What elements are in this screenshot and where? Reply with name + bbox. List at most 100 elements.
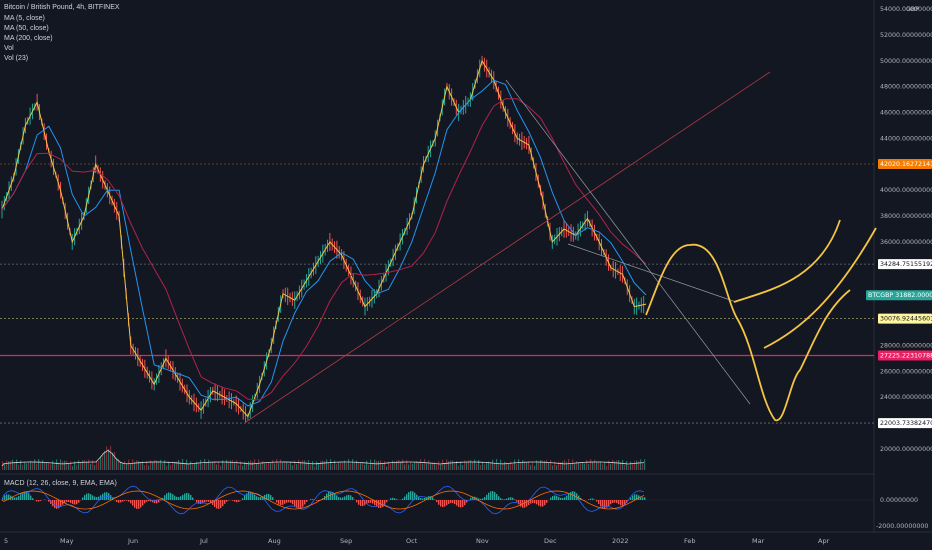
indicator-vol[interactable]: Vol xyxy=(4,45,14,52)
indicator-ma200[interactable]: MA (200, close) xyxy=(4,35,53,42)
volume-bar xyxy=(4,463,6,470)
volume-bar xyxy=(602,464,604,470)
macd-histogram-bar xyxy=(404,496,406,500)
macd-histogram-bar xyxy=(560,497,562,500)
macd-histogram-bar xyxy=(102,493,104,500)
volume-bar xyxy=(294,460,296,470)
macd-histogram-bar xyxy=(386,500,388,503)
macd-histogram-bar xyxy=(430,496,432,500)
volume-bar xyxy=(254,459,256,470)
volume-bar xyxy=(142,461,144,470)
volume-bar xyxy=(114,451,116,470)
volume-bar xyxy=(432,462,434,470)
macd-histogram-bar xyxy=(78,500,80,503)
macd-histogram-bar xyxy=(406,494,408,500)
volume-bar xyxy=(436,464,438,470)
macd-histogram-bar xyxy=(132,500,134,506)
macd-histogram-bar xyxy=(270,495,272,500)
macd-histogram-bar xyxy=(414,492,416,500)
y-tick-label: 28000.00000000 xyxy=(880,342,932,349)
macd-histogram-bar xyxy=(412,491,414,500)
volume-bar xyxy=(638,461,640,470)
volume-bar xyxy=(76,464,78,470)
macd-histogram-bar xyxy=(610,500,612,505)
macd-histogram-bar xyxy=(372,500,374,504)
macd-histogram-bar xyxy=(8,494,10,500)
macd-histogram-bar xyxy=(568,493,570,500)
macd-histogram-bar xyxy=(440,500,442,507)
indicator-ma50[interactable]: MA (50, close) xyxy=(4,25,49,32)
volume-bar xyxy=(18,464,20,470)
volume-bar xyxy=(232,460,234,470)
volume-bar xyxy=(492,459,494,470)
volume-bar xyxy=(140,462,142,470)
volume-bar xyxy=(566,462,568,470)
macd-histogram-bar xyxy=(12,496,14,500)
volume-bar xyxy=(136,460,138,470)
volume-bar xyxy=(456,461,458,470)
symbol-title[interactable]: Bitcoin / British Pound, 4h, BITFINEX xyxy=(4,4,120,11)
macd-histogram-bar xyxy=(258,497,260,500)
macd-histogram-bar xyxy=(146,500,148,502)
volume-bar xyxy=(520,461,522,470)
macd-tick-label: -2000.00000000 xyxy=(876,523,928,530)
volume-bar xyxy=(442,459,444,470)
volume-bar xyxy=(170,464,172,470)
x-tick-label: Jul xyxy=(199,537,208,545)
macd-histogram-bar xyxy=(72,500,74,504)
macd-histogram-bar xyxy=(572,491,574,500)
volume-bar xyxy=(486,462,488,470)
macd-histogram-bar xyxy=(96,497,98,500)
volume-bar xyxy=(98,461,100,470)
volume-bar xyxy=(418,462,420,470)
volume-bar xyxy=(224,463,226,470)
volume-bar xyxy=(480,464,482,470)
volume-bar xyxy=(166,465,168,470)
macd-histogram-bar xyxy=(512,497,514,500)
macd-histogram-bar xyxy=(90,494,92,500)
volume-bar xyxy=(542,460,544,470)
volume-bar xyxy=(130,463,132,470)
volume-bar xyxy=(510,461,512,470)
volume-bar xyxy=(250,460,252,470)
volume-bar xyxy=(558,461,560,470)
volume-bar xyxy=(128,459,130,470)
volume-bar xyxy=(310,464,312,470)
macd-histogram-bar xyxy=(554,495,556,500)
volume-bar xyxy=(14,462,16,470)
macd-histogram-bar xyxy=(232,500,234,501)
volume-bar xyxy=(94,465,96,470)
macd-histogram-bar xyxy=(218,500,220,509)
volume-bar xyxy=(570,464,572,470)
ma200-line xyxy=(1,98,647,401)
macd-label[interactable]: MACD (12, 26, close, 9, EMA, EMA) xyxy=(4,480,117,487)
volume-bar xyxy=(388,461,390,470)
macd-line xyxy=(1,485,645,515)
macd-histogram-bar xyxy=(278,500,280,505)
macd-histogram-bar xyxy=(442,500,444,508)
volume-bar xyxy=(156,460,158,470)
macd-histogram-bar xyxy=(216,500,218,509)
indicator-vol23[interactable]: Vol (23) xyxy=(4,55,29,62)
volume-bar xyxy=(402,459,404,470)
volume-bar xyxy=(244,461,246,470)
macd-histogram-bar xyxy=(470,497,472,500)
volume-bar xyxy=(378,461,380,470)
volume-bar xyxy=(298,459,300,470)
volume-bar xyxy=(350,463,352,470)
indicator-ma5[interactable]: MA (5, close) xyxy=(4,15,45,22)
macd-histogram-bar xyxy=(444,500,446,507)
volume-bar xyxy=(180,462,182,470)
volume-bar xyxy=(446,459,448,470)
volume-bar xyxy=(464,460,466,470)
macd-histogram-bar xyxy=(310,499,312,500)
currency-label: GBP xyxy=(906,6,919,13)
macd-histogram-bar xyxy=(466,500,468,503)
macd-histogram-bar xyxy=(622,500,624,506)
y-tick-label: 44000.00000000 xyxy=(880,135,932,142)
macd-histogram-bar xyxy=(552,495,554,500)
volume-bar xyxy=(154,460,156,470)
macd-histogram-bar xyxy=(212,500,214,505)
volume-bar xyxy=(590,459,592,470)
